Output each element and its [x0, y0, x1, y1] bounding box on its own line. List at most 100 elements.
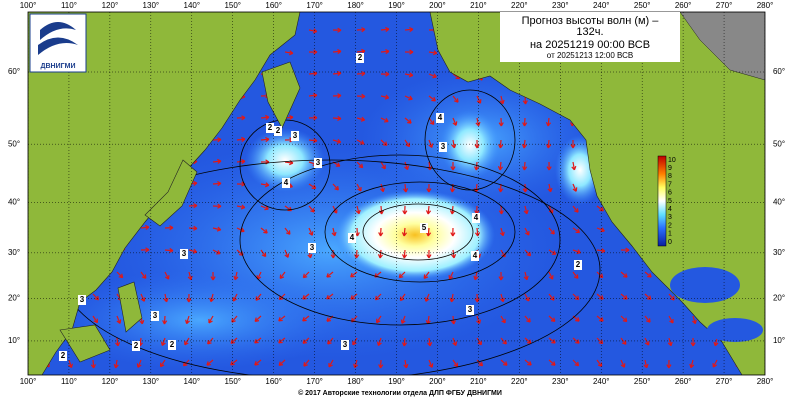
- wave-arrow: [424, 293, 430, 302]
- contour-label: 3: [80, 295, 85, 304]
- wave-arrow: [620, 271, 628, 278]
- contour-label-bg: [291, 131, 299, 141]
- wave-arrow: [596, 337, 604, 345]
- wave-arrow: [260, 227, 268, 234]
- colorbar-label: 10: [668, 157, 676, 164]
- wave-arrow: [572, 249, 581, 255]
- wave-arrow: [380, 161, 386, 170]
- wave-arrow: [236, 204, 246, 210]
- lat-label-right: 60°: [773, 67, 785, 76]
- wave-arrow: [308, 28, 318, 34]
- wave-arrow: [332, 27, 342, 33]
- wave-arrow: [620, 359, 626, 368]
- wave-arrow: [596, 248, 606, 254]
- wave-arrow: [404, 26, 414, 33]
- wave-arrow: [212, 249, 221, 255]
- frame: [27, 11, 766, 376]
- contour-label-bg: [266, 123, 274, 133]
- issued-time: от 20251213 12:00 ВСВ: [547, 51, 633, 60]
- contour-label-bg: [132, 341, 140, 351]
- lon-label-top: 280°: [757, 1, 774, 10]
- wave-arrow: [330, 249, 336, 259]
- lon-label-bottom: 200°: [429, 377, 446, 386]
- colorbar-label: 8: [668, 173, 672, 180]
- wave-arrow: [547, 183, 553, 193]
- wave-arrow: [452, 337, 458, 346]
- wave-arrow: [524, 315, 531, 323]
- wave-arrow: [524, 293, 530, 302]
- wave-arrow: [140, 224, 150, 231]
- contour-label: 3: [310, 243, 315, 252]
- wave-arrow: [163, 293, 169, 303]
- wave-arrow: [254, 315, 262, 322]
- wave-arrow: [548, 227, 555, 235]
- wave-arrow: [210, 271, 216, 281]
- contour-label: 2: [268, 123, 273, 132]
- wave-arrow: [644, 271, 652, 278]
- colorbar: [657, 155, 667, 247]
- title: Прогноз высоты волн (м) –: [522, 15, 660, 27]
- wave-arrow: [473, 271, 479, 281]
- wave-arrow: [666, 359, 672, 369]
- contour-label: 4: [284, 178, 289, 187]
- wave-arrow: [546, 161, 552, 171]
- wave-arrow: [260, 136, 270, 143]
- colorbar-label: 5: [668, 198, 672, 205]
- wave-arrow: [116, 315, 122, 324]
- wave-arrow: [500, 359, 508, 366]
- wave-arrow: [423, 271, 430, 279]
- wave-max: [335, 190, 495, 280]
- wave-arrow: [476, 359, 484, 367]
- contour-label: 2: [276, 126, 281, 135]
- wave-arrow: [302, 293, 310, 300]
- wave-arrow: [352, 337, 358, 346]
- lon-label-bottom: 240°: [593, 377, 610, 386]
- lon-label-top: 230°: [552, 1, 569, 10]
- wave-arrow: [644, 337, 650, 346]
- contour-label: 2: [170, 340, 175, 349]
- wave-arrow: [452, 95, 459, 103]
- wave-arrow: [596, 315, 604, 322]
- wave-arrow: [284, 50, 294, 56]
- contour-label-bg: [78, 295, 86, 305]
- wave-arrow: [332, 70, 342, 77]
- lon-label-bottom: 280°: [757, 377, 774, 386]
- wave-arrow: [212, 226, 222, 232]
- wave-arrow: [524, 249, 532, 257]
- wave-arrow: [404, 117, 412, 124]
- wave-arrow: [546, 139, 552, 149]
- contour-label-bg: [574, 260, 582, 270]
- contour-label: 3: [468, 305, 473, 314]
- lon-label-bottom: 210°: [470, 377, 487, 386]
- lon-label-top: 200°: [429, 1, 446, 10]
- contour-label: 4: [474, 213, 479, 222]
- wave-arrow: [260, 114, 270, 121]
- wave-arrow: [308, 137, 318, 144]
- wave-arrow: [206, 359, 214, 366]
- wave-arrow: [378, 359, 384, 369]
- lon-label-top: 140°: [184, 1, 201, 10]
- wave-max: [440, 110, 500, 180]
- contour-label: 2: [134, 341, 139, 350]
- lon-label-top: 270°: [716, 1, 733, 10]
- logo-text: ДВНИГМИ: [41, 63, 76, 70]
- wave-arrow: [303, 359, 310, 367]
- wave-arrow: [548, 271, 554, 280]
- wave-arrow: [498, 139, 504, 149]
- contour-label-bg: [151, 311, 159, 321]
- wave-arrow: [668, 315, 674, 324]
- contour: [424, 89, 516, 191]
- wave-arrow: [476, 337, 482, 346]
- wave-arrow: [498, 205, 504, 215]
- wave-arrow: [164, 225, 174, 231]
- wave-arrow: [115, 337, 121, 347]
- contour-label: 4: [438, 113, 443, 122]
- wave-arrow: [498, 183, 504, 193]
- lon-label-top: 250°: [634, 1, 651, 10]
- contour-label: 3: [343, 340, 348, 349]
- lat-label-right: 40°: [773, 198, 785, 207]
- wave-arrow: [302, 337, 310, 344]
- wave-arrow: [400, 315, 406, 324]
- wave-arrow: [356, 183, 362, 192]
